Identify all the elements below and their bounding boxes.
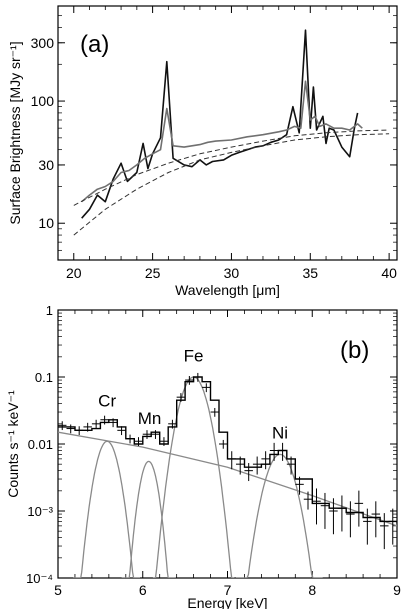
panel-b-data-point (388, 508, 397, 545)
panel-b-data-point (202, 383, 211, 393)
panel-b-ylabel: Counts s⁻¹ keV⁻¹ (5, 390, 21, 498)
panel-b-xtick-label: 8 (308, 582, 316, 598)
panel-b-data-point (363, 508, 372, 545)
panel-b-xlabel: Energy [keV] (187, 595, 267, 609)
panel-b-data-point (261, 451, 270, 470)
panel-b: 5 6 7 8 9 10⁻⁴ 10⁻³ 0.01 0.1 1 Cr Mn Fe Ni (b) Energ… (5, 303, 401, 609)
panel-b-data-point (244, 463, 253, 482)
panel-b-data-point (58, 421, 67, 431)
panel-a-series-dashed-continuum-2 (73, 129, 390, 206)
panel-a-ylabel: Surface Brightness [MJy sr⁻¹] (7, 41, 23, 224)
panel-b-model-line (58, 376, 397, 524)
panel-b-annotation-fe: Fe (184, 347, 204, 366)
panel-b-label: (b) (340, 337, 369, 364)
panel-b-ytick-label: 10⁻⁴ (26, 571, 53, 586)
panel-b-annotation-ni: Ni (272, 424, 288, 443)
panel-b-data-point (380, 513, 389, 550)
panel-b-xtick-label: 6 (139, 582, 147, 598)
panel-b-component-ni-line (236, 453, 323, 578)
panel-b-data-point (329, 498, 338, 535)
panel-b-data-point (278, 442, 287, 461)
panel-b-data-point (371, 501, 381, 538)
panel-b-data-point (210, 407, 220, 417)
panel-b-data-point (142, 430, 152, 439)
panel-a-series-black (81, 29, 359, 219)
panel-a-frame (57, 5, 398, 261)
panel-b-xtick-label: 9 (393, 582, 401, 598)
panel-a-xlabel: Wavelength [μm] (175, 282, 280, 298)
panel-b-component-cr-line (73, 440, 140, 578)
panel-b-ytick-label: 1 (46, 303, 53, 318)
panel-b-data-point (227, 451, 236, 470)
panel-b-data-point (151, 430, 160, 439)
panel-b-data-point (219, 439, 228, 449)
panel-a-xtick-label: 20 (66, 265, 82, 281)
panel-b-annotation-mn: Mn (138, 409, 162, 428)
panel-b-data-point (193, 372, 203, 382)
panel-b-data-point (286, 456, 296, 475)
panel-b-data-point (125, 434, 135, 444)
panel-b-data-point (134, 437, 143, 446)
panel-b-component-continuum (58, 431, 397, 527)
panel-a-ticks: 20 25 30 35 40 10 30 100 300 (31, 5, 397, 281)
panel-b-ytick-label: 10⁻³ (27, 504, 53, 519)
panel-a-ytick-label: 30 (38, 157, 54, 173)
panel-b-ytick-label: 0.01 (28, 437, 53, 452)
panel-a-ytick-label: 100 (31, 93, 55, 109)
panel-b-data-point (185, 375, 194, 385)
panel-a-series-gray (81, 80, 363, 203)
panel-b-data-point (269, 442, 279, 461)
panel-b-xtick-label: 5 (54, 582, 62, 598)
panel-b-data-point (354, 490, 364, 527)
panel-b-data-point (83, 422, 92, 432)
panel-b-data-point (252, 456, 262, 475)
panel-b-ytick-label: 0.1 (35, 370, 53, 385)
panel-a-ytick-label: 10 (38, 215, 54, 231)
panel-b-data-point (312, 488, 321, 525)
panel-a-series (73, 29, 390, 236)
panel-a-xtick-label: 25 (145, 265, 161, 281)
panel-b-annotation-cr: Cr (98, 392, 116, 411)
panel-a-xtick-label: 35 (302, 265, 318, 281)
panel-a: 20 25 30 35 40 10 30 100 300 (a) Wavelength [μm]… (7, 5, 398, 298)
panel-b-data-point (66, 424, 75, 434)
panel-b-data-point (176, 393, 186, 402)
panel-b-series (58, 372, 397, 578)
panel-a-ytick-label: 300 (31, 35, 55, 51)
panel-b-data-point (74, 426, 84, 436)
panel-a-label: (a) (80, 31, 109, 58)
panel-b-data-point (337, 495, 347, 532)
panel-b-data-point (235, 456, 245, 475)
panel-b-data-point (303, 491, 313, 510)
panel-b-data-point (91, 419, 101, 429)
panel-b-data-point (320, 492, 330, 529)
panel-a-series-dashed-continuum-1 (73, 133, 390, 236)
panel-b-data-point (100, 415, 109, 425)
panel-b-component-mn-line (121, 460, 176, 578)
panel-b-data-point (108, 418, 118, 428)
panel-b-data-point (159, 437, 169, 446)
panel-b-data-point (346, 501, 355, 538)
panel-a-xtick-label: 40 (381, 265, 397, 281)
panel-b-data-point (168, 419, 177, 429)
panel-b-ticks: 5 6 7 8 9 10⁻⁴ 10⁻³ 0.01 0.1 1 (26, 303, 401, 598)
panel-b-xtick-label: 7 (224, 582, 232, 598)
panel-b-data-point (295, 476, 304, 495)
panel-b-data-point (117, 426, 126, 436)
panel-b-annotations: Cr Mn Fe Ni (98, 347, 288, 443)
panel-a-xtick-label: 30 (224, 265, 240, 281)
